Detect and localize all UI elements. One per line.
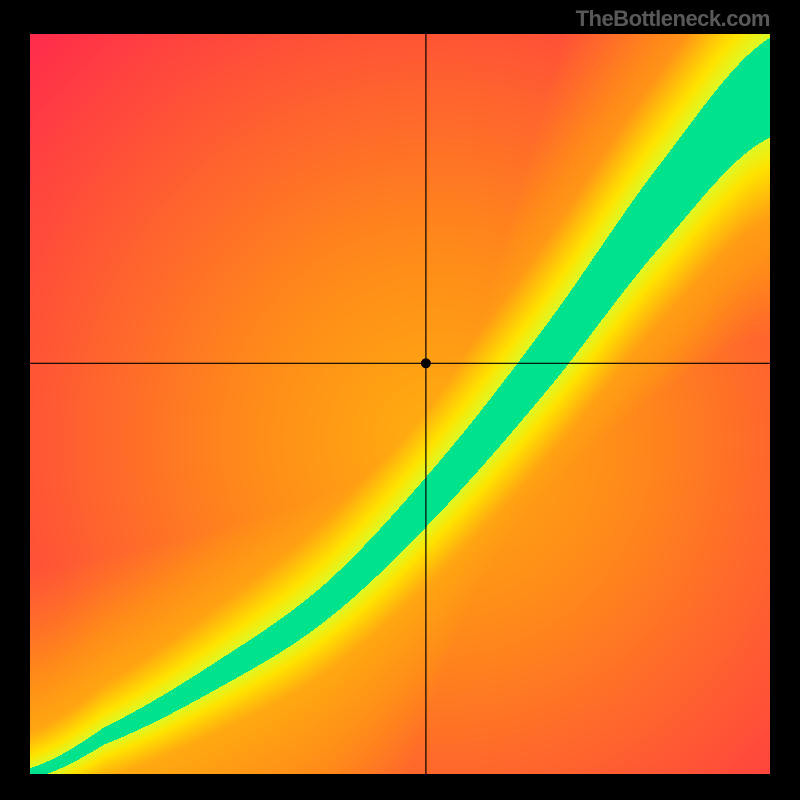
watermark-text: TheBottleneck.com <box>576 6 770 32</box>
chart-container: { "watermark": { "text": "TheBottleneck.… <box>0 0 800 800</box>
bottleneck-heatmap <box>30 34 770 774</box>
